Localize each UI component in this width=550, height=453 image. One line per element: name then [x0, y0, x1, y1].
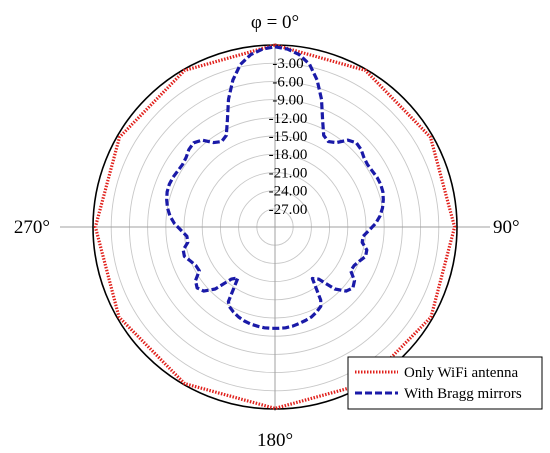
radial-tick-label-5: -18.00 — [269, 147, 308, 163]
angle-label-180: 180° — [257, 430, 293, 451]
series-line-1 — [165, 45, 385, 330]
angle-label-90: 90° — [493, 217, 520, 238]
angle-label-270: 270° — [14, 217, 50, 238]
radial-tick-label-7: -24.00 — [269, 184, 308, 200]
legend: Only WiFi antenna With Bragg mirrors — [347, 356, 543, 410]
angle-label-0: φ = 0° — [251, 12, 299, 33]
radial-tick-label-6: -21.00 — [269, 165, 308, 181]
angle-labels: φ = 0° 90° 180° 270° — [14, 12, 520, 451]
radial-tick-label-2: -9.00 — [272, 93, 303, 109]
radial-tick-label-1: -6.00 — [272, 74, 303, 90]
radial-tick-label-3: -12.00 — [269, 111, 308, 127]
radial-tick-label-4: -15.00 — [269, 129, 308, 145]
radial-tick-label-8: -27.00 — [269, 202, 308, 218]
series-layer — [93, 43, 457, 410]
legend-label-wifi: Only WiFi antenna — [404, 365, 518, 381]
radial-tick-label-0: -3.00 — [272, 56, 303, 72]
radial-tick-labels: -3.00 -6.00 -9.00 -12.00 -15.00 -18.00 -21.00 -… — [269, 56, 308, 218]
series-line-0 — [93, 43, 457, 410]
legend-box — [347, 356, 543, 410]
legend-label-bragg: With Bragg mirrors — [404, 386, 522, 402]
